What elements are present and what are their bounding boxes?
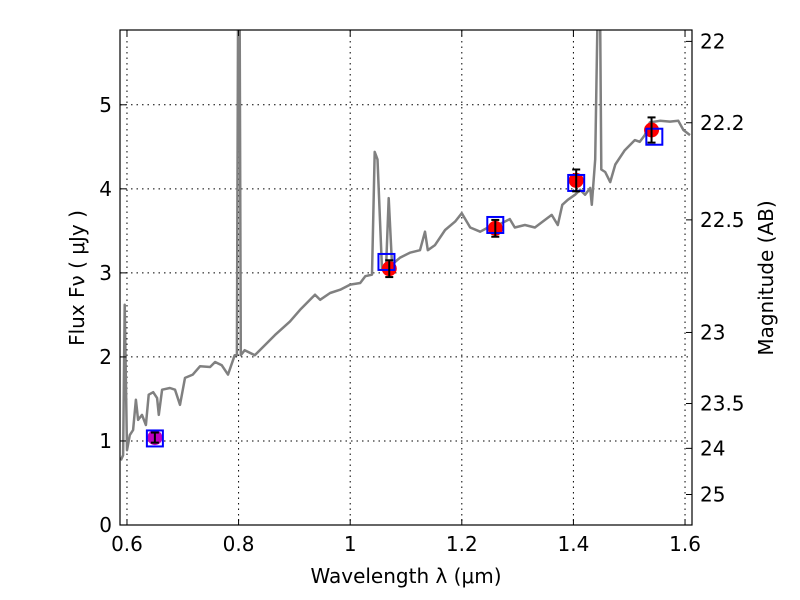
model-point [145,429,164,448]
plot-frame [119,29,693,526]
y-axis-label: Flux Fν ( μJy ) [65,210,89,346]
y-tick-label: 0 [99,513,112,537]
points-layer [145,116,664,448]
x-axis-label: Wavelength λ (μm) [310,564,501,588]
mag-tick-label: 22.5 [700,208,745,232]
ticks: 0.6 0.8 1 1.2 1.4 1.60123452222.222.52323.524… [99,29,744,556]
x-tick-label: 0.8 [223,532,255,556]
y-right-axis-label: Magnitude (AB) [754,200,778,355]
spectrum-line [120,30,691,461]
y-tick-label: 5 [99,93,112,117]
mag-tick-label: 23.5 [700,392,745,416]
x-tick-label: 1.4 [558,532,590,556]
model-point [645,127,664,146]
mag-tick-label: 25 [700,482,725,506]
x-tick-label: 1.2 [446,532,478,556]
y-tick-label: 4 [99,177,112,201]
mag-tick-label: 22.2 [700,111,745,135]
mag-tick-label: 24 [700,436,725,460]
x-tick-label: 1 [344,532,357,556]
x-tick-label: 1.6 [669,532,701,556]
x-tick-label: 0.6 [111,532,143,556]
y-tick-label: 1 [99,429,112,453]
spectrum-layer [120,30,691,461]
mag-tick-label: 23 [700,320,725,344]
model-point [377,252,396,271]
y-tick-label: 2 [99,345,112,369]
mag-tick-label: 22 [700,29,725,53]
y-tick-label: 3 [99,261,112,285]
grid [120,30,692,526]
